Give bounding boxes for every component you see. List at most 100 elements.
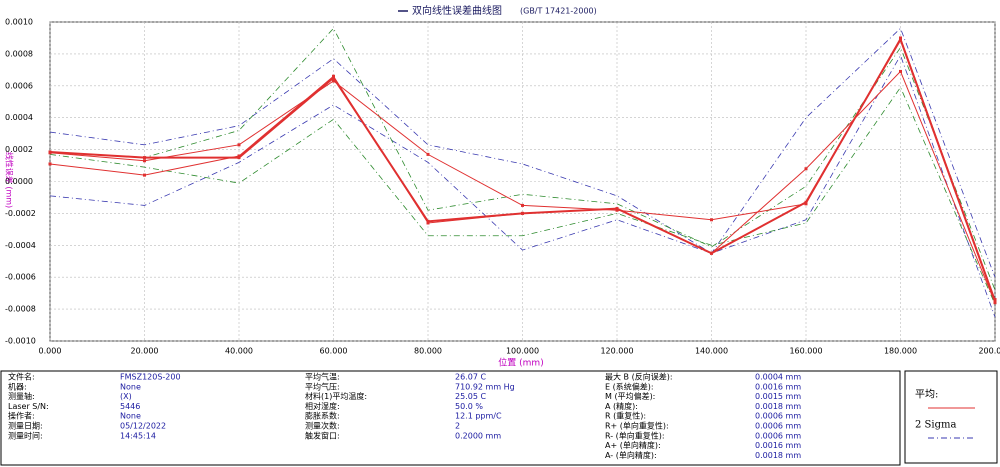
info-value: 0.0016 mm bbox=[755, 441, 801, 450]
x-tick-label: 120.000 bbox=[600, 347, 633, 356]
info-label: 测量时间: bbox=[8, 430, 43, 440]
info-value: 710.92 mm Hg bbox=[455, 382, 515, 391]
info-value: 2 bbox=[455, 422, 460, 431]
x-tick-label: 200.000 bbox=[978, 347, 1000, 356]
point-marker bbox=[426, 221, 430, 225]
series-line bbox=[49, 54, 996, 318]
point-marker bbox=[237, 154, 241, 158]
info-value: 0.0006 mm bbox=[755, 422, 801, 431]
info-label: Laser S/N: bbox=[8, 402, 49, 411]
info-value: 0.0006 mm bbox=[755, 431, 801, 440]
info-label: 平均气温: bbox=[305, 372, 340, 382]
info-value: None bbox=[120, 382, 141, 391]
y-tick-label: 0.0008 bbox=[5, 49, 33, 58]
point-marker bbox=[899, 69, 902, 73]
point-marker bbox=[804, 202, 808, 206]
point-marker bbox=[143, 173, 146, 177]
info-value: None bbox=[120, 412, 141, 421]
x-tick-label: 80.000 bbox=[414, 347, 442, 356]
x-tick-label: 20.000 bbox=[131, 347, 159, 356]
series-line bbox=[49, 27, 996, 278]
info-label: 膨胀系数: bbox=[305, 411, 340, 421]
series-line bbox=[49, 86, 996, 305]
info-label: 文件名: bbox=[8, 372, 35, 382]
point-marker bbox=[710, 251, 713, 255]
info-value: 0.0018 mm bbox=[755, 402, 801, 411]
info-label: R (重复性): bbox=[605, 411, 646, 421]
legend-label: 2 Sigma bbox=[915, 420, 956, 431]
x-tick-label: 160.000 bbox=[789, 347, 822, 356]
point-marker bbox=[804, 200, 808, 204]
y-tick-label: 0.0010 bbox=[5, 18, 33, 27]
info-value: 50.0 % bbox=[455, 402, 483, 411]
info-value: 5446 bbox=[120, 402, 140, 411]
chart-title: 双向线性误差曲线图 bbox=[412, 4, 502, 17]
info-label: 相对湿度: bbox=[305, 401, 340, 411]
info-value: 0.0006 mm bbox=[755, 412, 801, 421]
info-label: 触发窗口: bbox=[305, 430, 340, 440]
info-value: (X) bbox=[120, 392, 132, 401]
point-marker bbox=[899, 38, 902, 42]
info-value: 12.1 ppm/C bbox=[455, 412, 502, 421]
y-tick-label: -0.0004 bbox=[5, 241, 36, 250]
point-marker bbox=[143, 156, 146, 160]
point-marker bbox=[615, 208, 619, 212]
y-tick-label: -0.0010 bbox=[5, 337, 36, 346]
info-value: 0.0004 mm bbox=[755, 373, 801, 382]
point-marker bbox=[426, 219, 430, 223]
point-marker bbox=[143, 159, 146, 163]
info-label: 测量次数: bbox=[305, 421, 340, 431]
info-value: 05/12/2022 bbox=[120, 422, 166, 431]
info-label: 最大 B (反向误差): bbox=[605, 372, 673, 382]
info-label: 机器: bbox=[8, 381, 27, 391]
info-label: A+ (单向精度): bbox=[605, 440, 661, 450]
point-marker bbox=[993, 299, 997, 303]
info-value: 26.07 C bbox=[455, 373, 486, 382]
point-marker bbox=[332, 74, 335, 78]
series-line bbox=[49, 36, 996, 300]
info-label: 材料(1)平均温度: bbox=[305, 391, 367, 401]
info-label: M (平均偏差): bbox=[605, 391, 655, 401]
legend-label: 平均: bbox=[915, 389, 938, 401]
point-marker bbox=[993, 301, 997, 305]
legend-box bbox=[904, 370, 998, 464]
x-tick-label: 60.000 bbox=[320, 347, 348, 356]
info-label: 测量轴: bbox=[8, 391, 35, 401]
point-marker bbox=[521, 211, 524, 215]
info-box bbox=[0, 370, 901, 466]
info-value: 0.2000 mm bbox=[455, 431, 501, 440]
y-tick-label: 0.0004 bbox=[5, 113, 33, 122]
y-tick-label: -0.0002 bbox=[5, 209, 36, 218]
info-label: E (系统偏差): bbox=[605, 381, 654, 391]
x-tick-label: 100.000 bbox=[506, 347, 539, 356]
info-value: FMSZ120S-200 bbox=[120, 373, 181, 382]
y-tick-label: 0.0000 bbox=[5, 177, 33, 186]
y-tick-label: 0.0006 bbox=[5, 81, 33, 90]
point-marker bbox=[48, 150, 52, 154]
point-marker bbox=[426, 152, 430, 156]
x-tick-label: 40.000 bbox=[225, 347, 253, 356]
info-label: 平均气压: bbox=[305, 381, 340, 391]
point-marker bbox=[237, 143, 241, 147]
info-label: R+ (单向重复性): bbox=[605, 421, 669, 431]
info-label: A (精度): bbox=[605, 401, 638, 411]
point-marker bbox=[237, 156, 241, 160]
chart-subtitle: (GB/T 17421-2000) bbox=[520, 7, 597, 16]
info-value: 0.0015 mm bbox=[755, 392, 801, 401]
info-label: A- (单向精度): bbox=[605, 450, 657, 460]
info-label: R- (单向重复性): bbox=[605, 430, 665, 440]
y-tick-label: -0.0008 bbox=[5, 305, 36, 314]
info-value: 0.0016 mm bbox=[755, 382, 801, 391]
point-marker bbox=[710, 218, 713, 222]
series-line bbox=[49, 27, 996, 291]
point-marker bbox=[615, 207, 619, 211]
x-tick-label: 140.000 bbox=[695, 347, 728, 356]
point-marker bbox=[48, 162, 52, 166]
point-marker bbox=[332, 79, 335, 83]
info-value: 0.0018 mm bbox=[755, 451, 801, 460]
y-axis-label: 线性误差 (mm) bbox=[5, 152, 15, 208]
point-marker bbox=[521, 203, 524, 207]
point-marker bbox=[332, 76, 335, 80]
y-tick-label: -0.0006 bbox=[5, 273, 36, 282]
